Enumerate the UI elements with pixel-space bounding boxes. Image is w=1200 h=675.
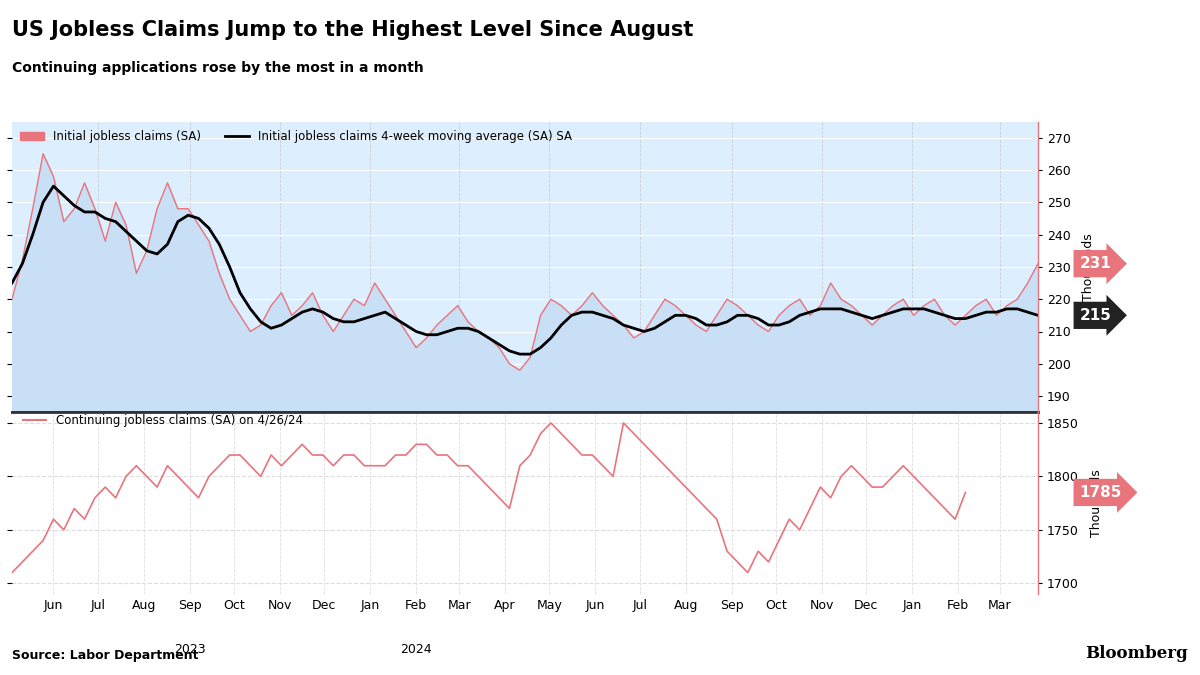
Y-axis label: Thousands: Thousands — [1090, 469, 1103, 537]
Y-axis label: Thousands: Thousands — [1082, 233, 1096, 301]
Text: 231: 231 — [1080, 256, 1111, 271]
Text: 2023: 2023 — [174, 643, 205, 656]
Text: Continuing applications rose by the most in a month: Continuing applications rose by the most… — [12, 61, 424, 75]
Text: 1785: 1785 — [1080, 485, 1122, 500]
Text: Bloomberg: Bloomberg — [1085, 645, 1188, 662]
Text: Source: Labor Department: Source: Labor Department — [12, 649, 198, 662]
Text: 2024: 2024 — [401, 643, 432, 656]
Legend: Continuing jobless claims (SA) on 4/26/24: Continuing jobless claims (SA) on 4/26/2… — [18, 409, 307, 431]
Legend: Initial jobless claims (SA), Initial jobless claims 4-week moving average (SA) S: Initial jobless claims (SA), Initial job… — [16, 125, 577, 147]
Text: US Jobless Claims Jump to the Highest Level Since August: US Jobless Claims Jump to the Highest Le… — [12, 20, 694, 40]
Text: 215: 215 — [1080, 308, 1111, 323]
